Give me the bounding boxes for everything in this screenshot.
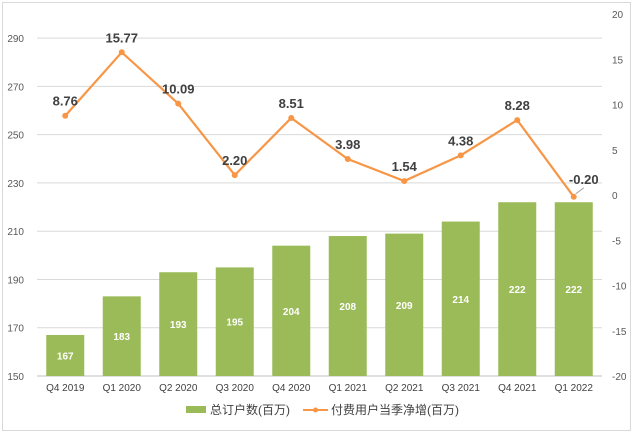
x-axis-category-label: Q2 2020 xyxy=(159,383,198,394)
legend-line-label: 付费用户当季净增(百万) xyxy=(331,402,459,417)
bar-data-label: 193 xyxy=(170,320,187,331)
line-point xyxy=(288,114,295,121)
bar-data-label: 167 xyxy=(57,351,74,362)
legend-line-marker xyxy=(313,407,318,413)
bar xyxy=(46,334,85,376)
line-point xyxy=(570,193,577,200)
left-axis-tick: 230 xyxy=(7,179,24,190)
x-axis-category-label: Q2 2021 xyxy=(385,383,424,394)
right-axis-tick: -15 xyxy=(612,327,627,338)
bar-data-label: 209 xyxy=(396,301,413,312)
right-axis-tick: -10 xyxy=(612,282,627,293)
line-point xyxy=(401,178,408,185)
left-axis-tick: 210 xyxy=(7,227,24,238)
line-data-label: 8.76 xyxy=(53,94,78,109)
bar xyxy=(215,267,254,376)
bar-data-label: 195 xyxy=(226,318,243,329)
line-data-label: 8.28 xyxy=(505,98,530,113)
right-axis-tick: 0 xyxy=(612,191,618,202)
left-axis-tick: 150 xyxy=(7,372,24,383)
bar xyxy=(159,272,198,376)
bar xyxy=(441,221,480,376)
x-axis-category-label: Q3 2020 xyxy=(216,383,255,394)
left-axis-tick: 290 xyxy=(7,34,24,45)
line-point xyxy=(175,100,182,107)
line-data-label: 3.98 xyxy=(335,137,360,152)
line-point xyxy=(344,155,351,162)
bar xyxy=(385,233,424,376)
left-axis-tick: 190 xyxy=(7,275,24,286)
line-data-label: 1.54 xyxy=(392,159,418,174)
chart-border xyxy=(2,2,631,431)
bar xyxy=(328,236,367,376)
line-data-label: 15.77 xyxy=(105,30,138,45)
right-axis-tick: 10 xyxy=(612,101,624,112)
line-data-label: 10.09 xyxy=(162,82,195,97)
line-point xyxy=(118,49,125,56)
x-axis-category-label: Q3 2021 xyxy=(442,383,481,394)
legend-bar-swatch xyxy=(186,406,206,413)
bar-data-label: 222 xyxy=(509,285,526,296)
bar-data-label: 204 xyxy=(283,307,300,318)
right-axis-tick: -20 xyxy=(612,372,627,383)
leader-line xyxy=(575,187,585,195)
left-axis-tick: 270 xyxy=(7,82,24,93)
line-data-label: 8.51 xyxy=(279,96,304,111)
line-series xyxy=(64,50,575,198)
x-axis-category-label: Q4 2021 xyxy=(498,383,537,394)
line-data-label: -0.20 xyxy=(569,172,599,187)
right-axis-tick: 5 xyxy=(612,146,618,157)
bar xyxy=(554,202,593,376)
x-axis-category-label: Q1 2020 xyxy=(103,383,142,394)
left-axis-tick: 250 xyxy=(7,131,24,142)
x-axis-category-label: Q1 2021 xyxy=(329,383,368,394)
bar xyxy=(272,245,311,376)
bar-data-label: 183 xyxy=(113,332,130,343)
bar-data-label: 214 xyxy=(452,295,469,306)
right-axis-tick: 20 xyxy=(612,10,624,21)
right-axis-tick: -5 xyxy=(612,236,621,247)
line-data-label: 4.38 xyxy=(448,133,473,148)
x-axis-category-label: Q4 2020 xyxy=(272,383,311,394)
right-axis-tick: 15 xyxy=(612,55,624,66)
bar xyxy=(102,296,141,376)
legend-bar-label: 总订户数(百万) xyxy=(210,402,290,417)
bar xyxy=(498,202,537,376)
line-point xyxy=(457,152,464,159)
left-axis-tick: 170 xyxy=(7,324,24,335)
line-point xyxy=(514,117,521,124)
bar-data-label: 222 xyxy=(565,285,582,296)
x-axis-category-label: Q4 2019 xyxy=(46,383,85,394)
line-data-label: 2.20 xyxy=(222,153,247,168)
x-axis-category-label: Q1 2022 xyxy=(555,383,594,394)
line-point xyxy=(231,172,238,179)
line-point xyxy=(62,112,69,119)
bar-data-label: 208 xyxy=(339,302,356,313)
